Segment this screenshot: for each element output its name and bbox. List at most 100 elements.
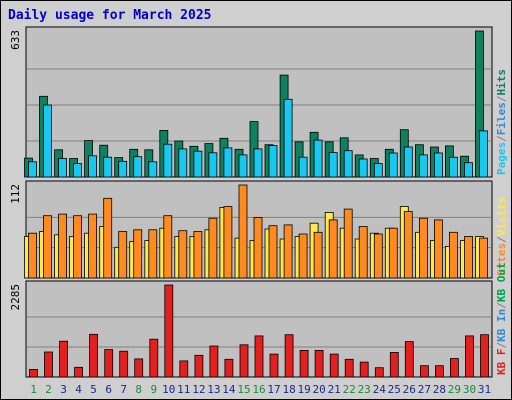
bar-files-day-2	[43, 104, 52, 178]
x-tick-label: 23	[358, 383, 371, 396]
bar-files-day-15	[238, 154, 248, 178]
legend-hits-files: Pages/Files/Hits	[495, 69, 508, 175]
bar-kb-f-day-25	[389, 351, 399, 378]
x-tick-label: 31	[478, 383, 491, 396]
bar-sites-day-20	[313, 231, 323, 279]
bar-kb-f-day-8	[134, 358, 144, 378]
bar-kb-f-day-22	[344, 358, 354, 378]
x-tick-label: 6	[105, 383, 112, 396]
legend-entry: /	[495, 135, 508, 142]
bar-kb-f-day-7	[119, 350, 129, 378]
x-tick-label: 21	[328, 383, 341, 396]
legend-entry: /	[495, 342, 508, 349]
legend-kbf: KB F/KB In/KB Out	[495, 262, 508, 375]
panels-group: 633Pages/Files/Hits112Sites/Visits2285KB…	[9, 26, 508, 378]
x-tick-label: 12	[192, 383, 205, 396]
bar-kb-f-day-30	[465, 335, 474, 378]
bar-files-day-31	[479, 130, 488, 178]
bar-sites-day-14	[223, 206, 233, 279]
x-tick-label: 25	[388, 383, 401, 396]
bar-files-day-27	[418, 154, 428, 178]
bar-kb-f-day-31	[480, 334, 489, 378]
bar-sites-day-1	[28, 232, 37, 279]
bar-kb-f-day-4	[74, 366, 83, 378]
bar-files-day-8	[133, 156, 143, 178]
bar-kb-f-day-9	[149, 338, 159, 378]
bar-sites-day-29	[448, 231, 458, 279]
bar-sites-day-26	[403, 211, 413, 279]
x-tick-label: 18	[282, 383, 295, 396]
bar-sites-day-31	[479, 237, 488, 279]
bar-sites-day-12	[193, 231, 203, 279]
bar-sites-day-4	[73, 215, 82, 279]
x-tick-label: 16	[252, 383, 265, 396]
x-tick-label: 2	[45, 383, 52, 396]
bar-kb-f-day-12	[194, 354, 204, 378]
y-max-label: 2285	[9, 284, 22, 311]
x-tick-label: 5	[90, 383, 97, 396]
bar-sites-day-9	[148, 229, 158, 279]
bar-sites-day-2	[43, 215, 52, 279]
bar-kb-f-day-19	[299, 349, 309, 378]
legend-entry: KB In	[495, 309, 508, 342]
bar-kb-f-day-11	[179, 360, 189, 378]
legend-entry: Visits	[495, 197, 508, 237]
legend-visits-sites: Sites/Visits	[495, 197, 508, 277]
bar-files-day-20	[313, 139, 323, 178]
series-files	[28, 98, 488, 178]
bar-sites-day-13	[208, 217, 218, 279]
bar-files-day-23	[358, 158, 368, 178]
bar-kb-f-day-2	[44, 351, 53, 378]
x-tick-label: 24	[373, 383, 387, 396]
legend-entry: KB Out	[495, 262, 508, 302]
legend-entry: Sites	[495, 243, 508, 276]
y-max-label: 112	[9, 184, 22, 204]
legend-entry: /	[495, 95, 508, 102]
bar-kb-f-day-5	[89, 333, 98, 378]
bar-files-day-18	[283, 98, 293, 178]
bar-sites-day-23	[358, 226, 368, 279]
x-tick-label: 10	[162, 383, 175, 396]
bar-files-day-12	[193, 150, 203, 178]
bar-sites-day-27	[418, 217, 428, 279]
legend-entry: KB F	[495, 349, 508, 376]
bar-sites-day-19	[298, 233, 308, 279]
bar-kb-f-day-13	[209, 345, 219, 378]
series-sites	[28, 184, 488, 279]
x-tick-label: 9	[150, 383, 157, 396]
legend-entry: Hits	[495, 69, 508, 96]
bar-files-day-28	[433, 152, 443, 178]
bar-sites-day-3	[58, 213, 67, 279]
bar-files-day-17	[268, 145, 278, 178]
bar-files-day-1	[28, 161, 37, 178]
bar-kb-f-day-26	[404, 341, 414, 378]
bar-sites-day-18	[283, 224, 293, 279]
bar-kb-f-day-29	[449, 358, 459, 378]
x-tick-label: 17	[267, 383, 280, 396]
x-tick-label: 28	[433, 383, 446, 396]
bar-kb-f-day-28	[434, 365, 444, 378]
bar-files-day-21	[328, 152, 338, 178]
bar-kb-f-day-3	[59, 340, 68, 378]
bar-files-day-6	[103, 156, 113, 178]
bar-sites-day-25	[388, 227, 398, 279]
bar-sites-day-11	[178, 230, 188, 279]
x-axis-day-labels: 1 2 3 4 5 6 7 8 9 10 11 12 13 14 15 16 17 18 19 20 21 22 23 24 2…	[30, 383, 491, 396]
bar-files-day-26	[403, 146, 413, 178]
bar-sites-day-24	[373, 233, 383, 279]
bar-files-day-11	[178, 148, 188, 178]
x-tick-label: 8	[135, 383, 142, 396]
bar-sites-day-6	[103, 197, 113, 279]
x-tick-label: 11	[177, 383, 190, 396]
legend-entry: /	[495, 236, 508, 243]
bar-sites-day-30	[464, 236, 473, 279]
bar-sites-day-22	[343, 208, 353, 279]
bar-sites-day-8	[133, 229, 143, 279]
x-tick-label: 27	[418, 383, 431, 396]
bar-kb-f-day-27	[419, 365, 429, 378]
x-tick-label: 22	[343, 383, 356, 396]
bar-kb-f-day-18	[284, 334, 294, 378]
legend-entry: Files	[495, 102, 508, 135]
bar-kb-f-day-23	[359, 361, 369, 378]
